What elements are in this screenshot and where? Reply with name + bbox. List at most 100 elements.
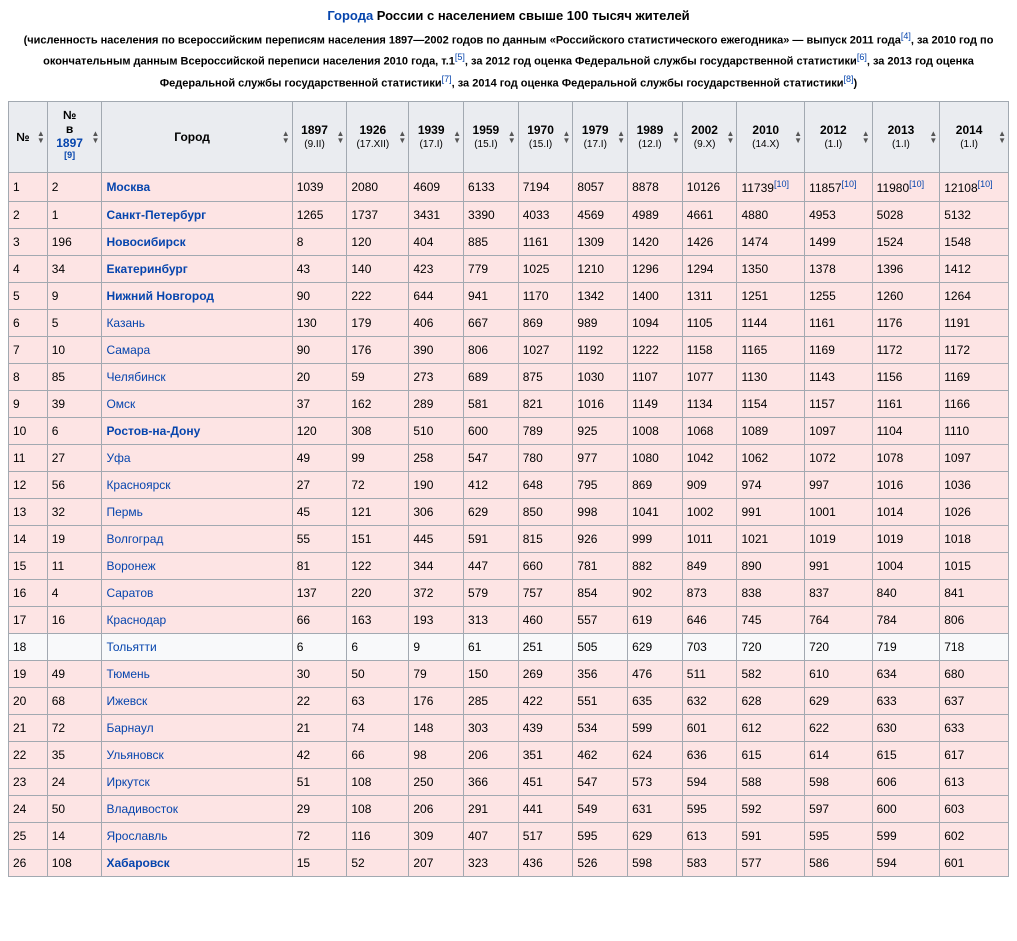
col-year-1939[interactable]: 1939(17.I)▲▼ — [409, 101, 464, 172]
col-year-label: 2012(1.I) — [820, 123, 847, 150]
cell-value: 689 — [464, 363, 519, 390]
cell-no1897: 9 — [47, 282, 102, 309]
col-year-2010[interactable]: 2010(14.X)▲▼ — [737, 101, 805, 172]
sort-icon[interactable]: ▲▼ — [92, 130, 100, 144]
city-link[interactable]: Екатеринбург — [106, 262, 187, 276]
col-no1897[interactable]: № в 1897 [9] ▲▼ — [47, 101, 102, 172]
cell-value: 1176 — [872, 309, 940, 336]
col-year-1926[interactable]: 1926(17.XII)▲▼ — [347, 101, 409, 172]
cell-value: 3390 — [464, 201, 519, 228]
city-link[interactable]: Иркутск — [106, 775, 149, 789]
cell-no1897: 32 — [47, 498, 102, 525]
cell-no: 13 — [9, 498, 48, 525]
city-link[interactable]: Ижевск — [106, 694, 147, 708]
cell-no: 2 — [9, 201, 48, 228]
cell-value: 37 — [292, 390, 347, 417]
cell-value: 998 — [573, 498, 628, 525]
city-link[interactable]: Ростов-на-Дону — [106, 424, 200, 438]
cell-value: 1018 — [940, 525, 1009, 552]
cell-value: 51 — [292, 768, 347, 795]
col-year-1897[interactable]: 1897(9.II)▲▼ — [292, 101, 347, 172]
city-link[interactable]: Омск — [106, 397, 135, 411]
cell-no: 22 — [9, 741, 48, 768]
city-link[interactable]: Краснодар — [106, 613, 166, 627]
city-link[interactable]: Санкт-Петербург — [106, 208, 206, 222]
cell-no: 10 — [9, 417, 48, 444]
city-link[interactable]: Казань — [106, 316, 145, 330]
col-year-1959[interactable]: 1959(15.I)▲▼ — [464, 101, 519, 172]
city-link[interactable]: Уфа — [106, 451, 130, 465]
cell-value: 1072 — [805, 444, 873, 471]
col-year-2012[interactable]: 2012(1.I) ▲▼ — [805, 101, 873, 172]
cell-value: 150 — [464, 660, 519, 687]
col-year-2014[interactable]: 2014(1.I)▲▼ — [940, 101, 1009, 172]
ref-10[interactable]: [10] — [909, 179, 924, 189]
city-link[interactable]: Самара — [106, 343, 150, 357]
city-link[interactable]: Тольятти — [106, 640, 156, 654]
city-link[interactable]: Саратов — [106, 586, 153, 600]
sort-icon[interactable]: ▲▼ — [336, 130, 344, 144]
sort-icon[interactable]: ▲▼ — [508, 130, 516, 144]
ref-8[interactable]: [8] — [844, 74, 854, 84]
city-link[interactable]: Москва — [106, 180, 150, 194]
cell-value: 997 — [805, 471, 873, 498]
city-link[interactable]: Тюмень — [106, 667, 149, 681]
cell-value: 1077 — [682, 363, 737, 390]
city-link[interactable]: Красноярск — [106, 478, 170, 492]
city-link[interactable]: Владивосток — [106, 802, 178, 816]
sort-icon[interactable]: ▲▼ — [37, 130, 45, 144]
cell-value: 1004 — [872, 552, 940, 579]
sort-icon[interactable]: ▲▼ — [672, 130, 680, 144]
cell-value: 436 — [518, 849, 573, 876]
ref-10[interactable]: [10] — [774, 179, 789, 189]
sort-icon[interactable]: ▲▼ — [929, 130, 937, 144]
ref-6[interactable]: [6] — [857, 52, 867, 62]
sort-icon[interactable]: ▲▼ — [794, 130, 802, 144]
sort-icon[interactable]: ▲▼ — [998, 130, 1006, 144]
ref-5[interactable]: [5] — [455, 52, 465, 62]
sub-p4: , за 2014 год оценка Федеральной службы … — [452, 77, 844, 89]
city-link[interactable]: Челябинск — [106, 370, 165, 384]
col-no1897-label: № в 1897 [9] — [56, 108, 83, 166]
city-link[interactable]: Новосибирск — [106, 235, 185, 249]
col-year-1979[interactable]: 1979(17.I)▲▼ — [573, 101, 628, 172]
col-no[interactable]: №▲▼ — [9, 101, 48, 172]
ref-7[interactable]: [7] — [442, 74, 452, 84]
cell-value: 511 — [682, 660, 737, 687]
city-link[interactable]: Ульяновск — [106, 748, 163, 762]
city-link[interactable]: Воронеж — [106, 559, 155, 573]
title-link[interactable]: Города — [327, 8, 373, 23]
col-city[interactable]: Город▲▼ — [102, 101, 292, 172]
cell-city: Иркутск — [102, 768, 292, 795]
cell-city: Воронеж — [102, 552, 292, 579]
city-link[interactable]: Волгоград — [106, 532, 163, 546]
sort-icon[interactable]: ▲▼ — [282, 130, 290, 144]
ref-4[interactable]: [4] — [901, 31, 911, 41]
no1897-link[interactable]: 1897 — [56, 136, 83, 150]
cell-value: 372 — [409, 579, 464, 606]
cell-value: 29 — [292, 795, 347, 822]
sort-icon[interactable]: ▲▼ — [727, 130, 735, 144]
cell-no1897: 10 — [47, 336, 102, 363]
ref-10[interactable]: [10] — [978, 179, 993, 189]
city-link[interactable]: Ярославль — [106, 829, 167, 843]
city-link[interactable]: Хабаровск — [106, 856, 169, 870]
sort-icon[interactable]: ▲▼ — [453, 130, 461, 144]
cell-value: 557 — [573, 606, 628, 633]
no1897-ref[interactable]: [9] — [64, 150, 75, 160]
sort-icon[interactable]: ▲▼ — [398, 130, 406, 144]
col-year-2002[interactable]: 2002(9.X)▲▼ — [682, 101, 737, 172]
sort-icon[interactable]: ▲▼ — [562, 130, 570, 144]
sort-icon[interactable]: ▲▼ — [617, 130, 625, 144]
cell-value: 505 — [573, 633, 628, 660]
city-link[interactable]: Пермь — [106, 505, 142, 519]
ref-10[interactable]: [10] — [842, 179, 857, 189]
col-year-2013[interactable]: 2013(1.I)▲▼ — [872, 101, 940, 172]
sort-icon[interactable]: ▲▼ — [862, 130, 870, 144]
city-link[interactable]: Нижний Новгород — [106, 289, 214, 303]
sub-p2: , за 2012 год оценка Федеральной службы … — [465, 56, 857, 68]
cell-no1897: 72 — [47, 714, 102, 741]
col-year-1970[interactable]: 1970(15.I)▲▼ — [518, 101, 573, 172]
city-link[interactable]: Барнаул — [106, 721, 153, 735]
col-year-1989[interactable]: 1989(12.I)▲▼ — [628, 101, 683, 172]
